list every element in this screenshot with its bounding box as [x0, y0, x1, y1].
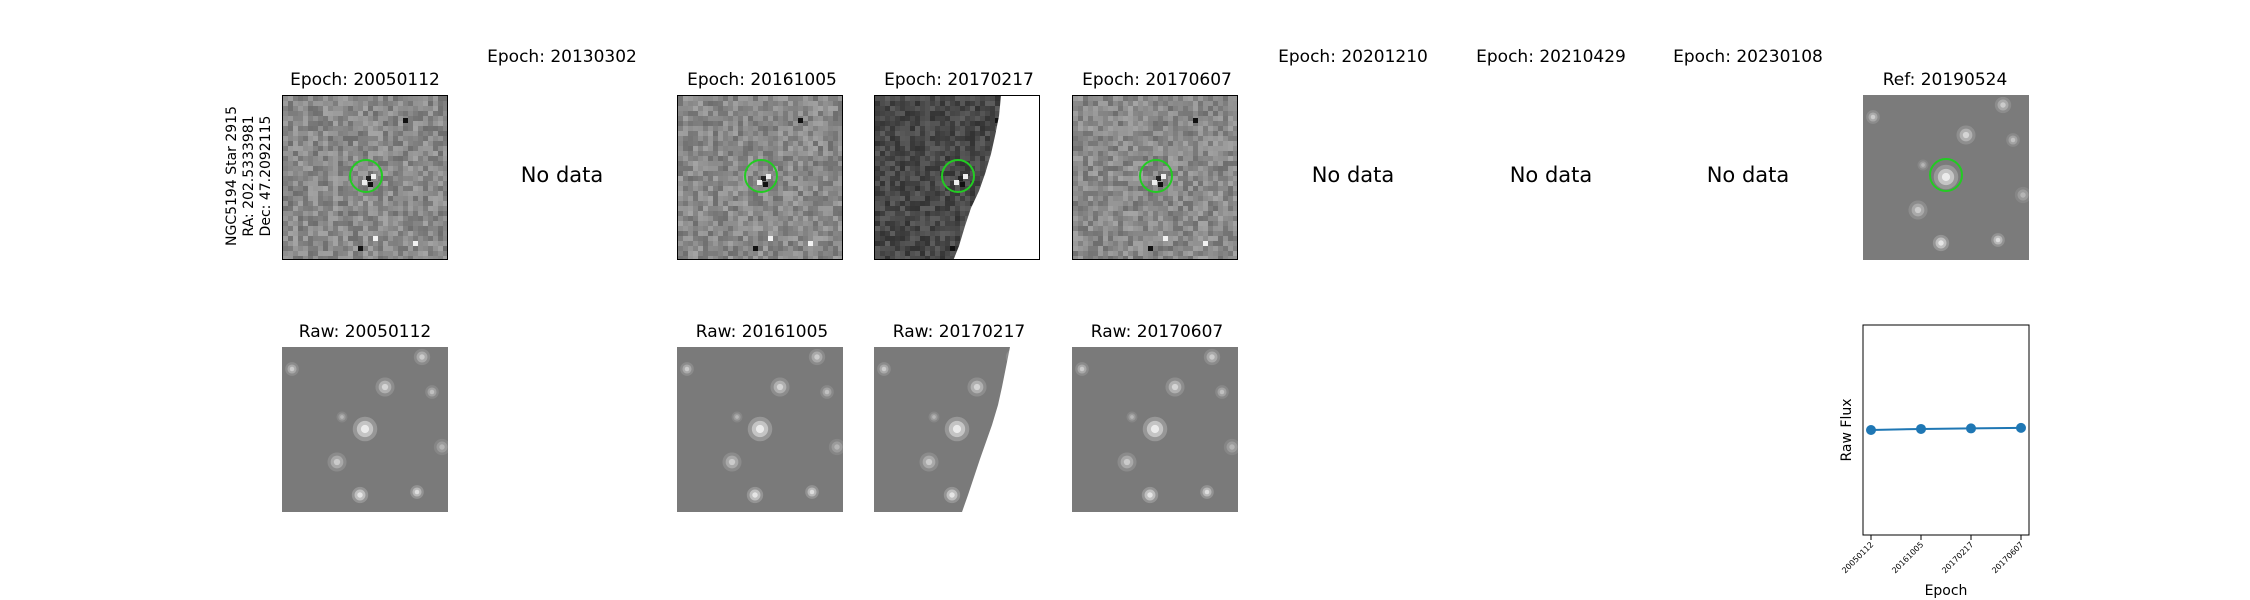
flux-series-line — [1870, 426, 2022, 431]
epoch-title-2: Epoch: 20130302 — [487, 47, 637, 67]
no-data-label-20210429: No data — [1509, 163, 1593, 187]
target-marker-circle — [941, 159, 975, 193]
flux-point — [2016, 422, 2026, 433]
epoch-title-1: Epoch: 20050112 — [290, 70, 440, 90]
x-tick-label: 20050112 — [1840, 540, 1875, 575]
x-axis-label: Epoch — [1925, 583, 1968, 599]
difference-image-20170607 — [1072, 95, 1238, 260]
difference-image-20161005 — [677, 95, 843, 260]
raw-image-20170217 — [874, 347, 1040, 512]
target-marker-circle — [1929, 158, 1963, 192]
epoch-title-5: Epoch: 20170607 — [1082, 70, 1232, 90]
target-info-label: NGC5194 Star 2915 RA: 202.5333981 Dec: 4… — [222, 96, 282, 256]
chart-frame — [1862, 324, 2030, 536]
raw-title-3: Raw: 20170217 — [892, 322, 1026, 342]
raw-image-20161005 — [677, 347, 843, 512]
difference-image-20050112 — [282, 95, 448, 260]
no-data-label-20201210: No data — [1311, 163, 1395, 187]
raw-title-2: Raw: 20161005 — [695, 322, 829, 342]
flux-point — [1916, 423, 1926, 434]
x-tick-label: 20170217 — [1940, 540, 1975, 575]
target-ra: RA: 202.5333981 — [241, 115, 257, 236]
epoch-title-4: Epoch: 20170217 — [884, 70, 1034, 90]
target-marker-circle — [744, 159, 778, 193]
x-tick-label: 20170607 — [1990, 540, 2025, 575]
no-data-label-20130302: No data — [520, 163, 604, 187]
target-marker-circle — [1139, 159, 1173, 193]
raw-image-20170607 — [1072, 347, 1238, 512]
target-marker-circle — [349, 159, 383, 193]
epoch-title-8: Epoch: 20230108 — [1673, 47, 1823, 67]
y-axis-label: Raw Flux — [1839, 399, 1855, 462]
target-name: NGC5194 Star 2915 — [224, 106, 240, 246]
flux-point — [1866, 425, 1876, 435]
x-tick-label: 20161005 — [1890, 540, 1925, 575]
raw-flux-chart: 20050112 20161005 20170217 20170607 Epoch Raw… — [1826, 320, 2066, 600]
reference-image — [1863, 95, 2029, 260]
epoch-title-7: Epoch: 20210429 — [1476, 47, 1626, 67]
no-data-label-20230108: No data — [1706, 163, 1790, 187]
raw-image-20050112 — [282, 347, 448, 512]
target-dec: Dec: 47.2092115 — [258, 116, 274, 237]
epoch-title-3: Epoch: 20161005 — [687, 70, 837, 90]
difference-image-20170217 — [874, 95, 1040, 260]
epoch-title-6: Epoch: 20201210 — [1278, 47, 1428, 67]
raw-title-1: Raw: 20050112 — [298, 322, 432, 342]
raw-title-4: Raw: 20170607 — [1090, 322, 1224, 342]
reference-title: Ref: 20190524 — [1882, 70, 2008, 90]
flux-point — [1966, 423, 1976, 434]
